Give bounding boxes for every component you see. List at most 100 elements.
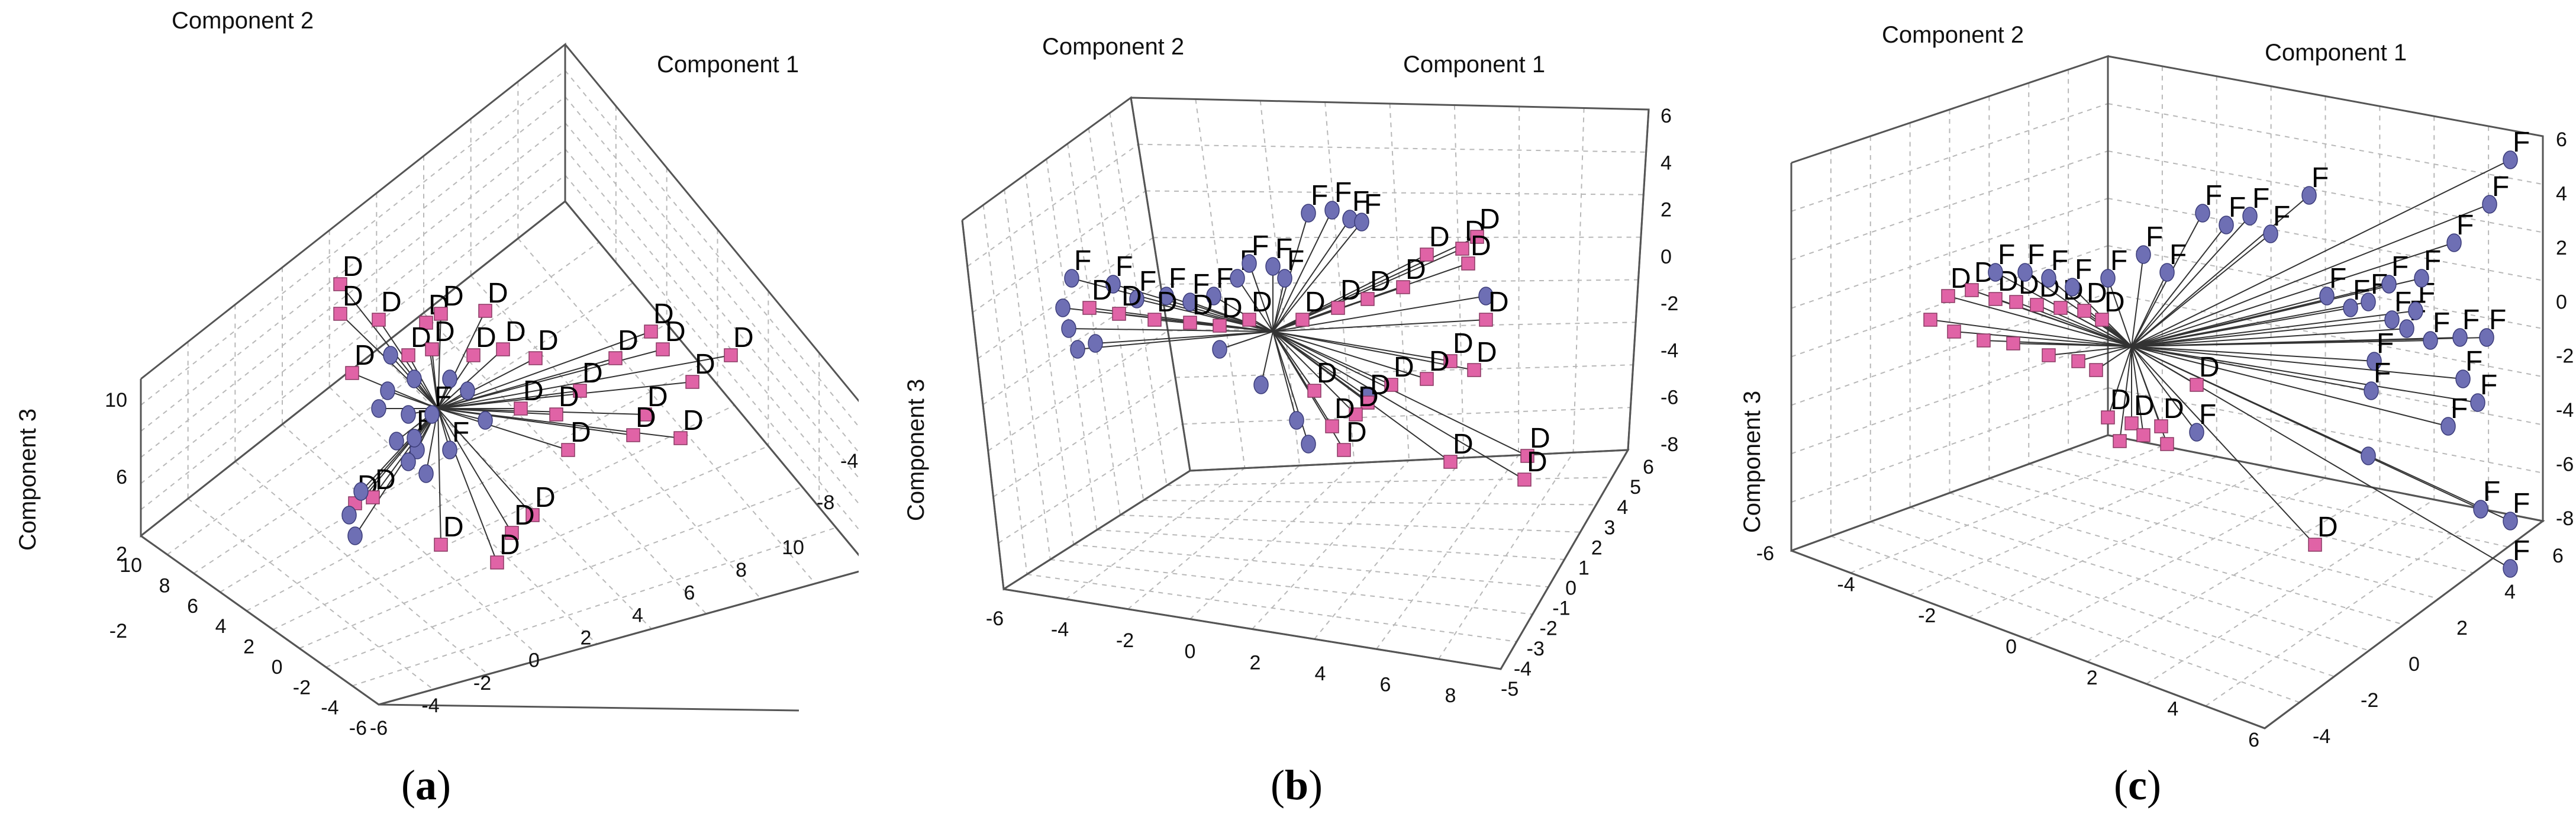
point-circle-marker <box>401 452 416 471</box>
point-circle-marker <box>380 381 395 400</box>
point-square-marker <box>1360 292 1375 306</box>
point-label-d: D <box>476 322 496 353</box>
chart-c-tick-right: 0 <box>2556 291 2567 313</box>
point-square-marker <box>2006 336 2020 351</box>
point-label-f: F <box>1311 180 1328 211</box>
point-label-f: F <box>1998 239 2015 271</box>
chart-b-panel-label: b <box>1284 761 1309 809</box>
point-square-marker <box>1443 354 1458 368</box>
chart-b-tick-y: 5 <box>1630 476 1641 499</box>
point-label-d: D <box>1370 369 1391 401</box>
spoke-line <box>2131 310 2416 347</box>
chart-b-tick-y: 4 <box>1617 496 1628 519</box>
point-circle-marker <box>2399 319 2414 338</box>
point-circle-marker <box>2414 269 2429 288</box>
chart-a-floor-gridline <box>352 527 837 687</box>
chart-c-floor-gridline <box>1989 478 2439 600</box>
point-square-marker <box>1923 313 1937 327</box>
chart-b-tick-right: 4 <box>1661 152 1672 174</box>
chart-c-tick-right: 2 <box>2556 237 2567 259</box>
point-circle-marker <box>2384 310 2400 329</box>
point-square-marker <box>434 538 448 552</box>
point-label-d: D <box>1192 290 1213 321</box>
point-label-f: F <box>1139 266 1156 297</box>
point-square-marker <box>724 348 738 362</box>
point-label-d: D <box>443 512 464 543</box>
point-square-marker <box>1349 407 1363 422</box>
chart-b-data: FFFFFFFFFFFFFFDDDDDDDDDDDDDDDDDDDDDDDDDD… <box>1055 177 1550 487</box>
spoke-line <box>2131 346 2144 436</box>
point-label-d: D <box>535 482 556 513</box>
spoke-line <box>2107 278 2132 347</box>
spoke-line <box>437 408 512 533</box>
chart-b-floor-gridline <box>1097 529 1565 560</box>
spoke-line <box>2131 278 2422 347</box>
chart-c-wall-right-gridline <box>2107 150 2543 233</box>
chart-a-floor-gridline <box>246 364 701 612</box>
spoke-line <box>1272 331 1315 391</box>
point-label-f: F <box>1352 186 1369 217</box>
point-square-marker <box>2160 437 2174 451</box>
spoke-line <box>354 408 439 536</box>
chart-a-floor-gridline <box>234 461 489 675</box>
point-square-marker <box>2053 301 2068 315</box>
point-label-d: D <box>1340 275 1361 306</box>
chart-c-tick-x: -4 <box>1837 574 1855 596</box>
chart-c-wall-right-gridline <box>2107 198 2543 281</box>
spoke-line <box>1272 221 1362 332</box>
point-circle-marker <box>2503 512 2518 531</box>
chart-c-floor-gridline <box>1968 467 2272 618</box>
point-label-f: F <box>1252 230 1269 262</box>
chart-a-caption: (a) <box>401 761 451 809</box>
point-label-d: D <box>1222 292 1243 324</box>
spoke-line <box>2131 346 2197 433</box>
chart-c-ticks: 6 4 2 0 -2 -4 -6 -8 -6 -4 -2 0 2 4 6 -4 -2 0 2 4 6 <box>1756 128 2574 751</box>
chart-a-tick-x: 2 <box>581 627 592 650</box>
point-label-d: D <box>381 287 402 318</box>
point-label-f: F <box>2110 245 2127 277</box>
chart-c-caption: (c) <box>2114 761 2161 809</box>
spoke-line <box>2131 301 2369 347</box>
point-label-d: D <box>2104 287 2125 318</box>
chart-a-tick-x: 10 <box>782 536 804 559</box>
point-circle-marker <box>478 411 493 430</box>
chart-a-floor-gridline <box>470 275 762 599</box>
spoke-line <box>1272 331 1451 362</box>
point-square-marker <box>2154 419 2168 433</box>
point-square-marker <box>505 526 519 540</box>
chart-b-floor-gridline <box>1376 455 1519 650</box>
point-circle-marker <box>2408 301 2423 320</box>
chart-b-tick-right: 0 <box>1661 246 1672 268</box>
point-label-f: F <box>2433 307 2450 339</box>
chart-c-tick-x: -2 <box>1918 605 1936 627</box>
point-label-d: D <box>538 325 559 356</box>
chart-c-tick-y: 6 <box>2552 545 2564 567</box>
chart-b-wall-left-gridline <box>988 330 1169 452</box>
spoke-line <box>2131 159 2511 347</box>
spoke-line <box>408 355 439 409</box>
point-label-f: F <box>434 381 452 413</box>
point-circle-marker <box>424 405 440 424</box>
point-label-d: D <box>499 529 520 561</box>
chart-a-floor-gridline <box>220 323 668 593</box>
chart-a-tick-x: 4 <box>632 604 643 626</box>
spoke-line <box>1068 328 1274 332</box>
chart-c-ylabel: Component 2 <box>1882 22 2024 48</box>
point-label-f: F <box>2273 201 2290 232</box>
spoke-line <box>437 390 581 409</box>
chart-b-floor-gridline <box>1166 477 1613 486</box>
point-square-marker <box>638 407 652 422</box>
point-square-marker <box>2190 378 2204 392</box>
spoke-line <box>1189 301 1274 332</box>
spoke-line <box>2013 343 2132 347</box>
point-circle-marker <box>1478 287 1494 306</box>
point-circle-marker <box>1301 435 1316 454</box>
point-circle-marker <box>1055 298 1071 317</box>
chart-c-wall-right-gridline <box>2107 387 2543 474</box>
point-circle-marker <box>1212 340 1227 359</box>
spoke-line <box>2131 346 2372 391</box>
point-square-marker <box>1183 316 1197 330</box>
chart-b-tick-y: -3 <box>1527 638 1545 660</box>
point-label-d: D <box>343 251 363 282</box>
point-circle-marker <box>2189 423 2204 442</box>
